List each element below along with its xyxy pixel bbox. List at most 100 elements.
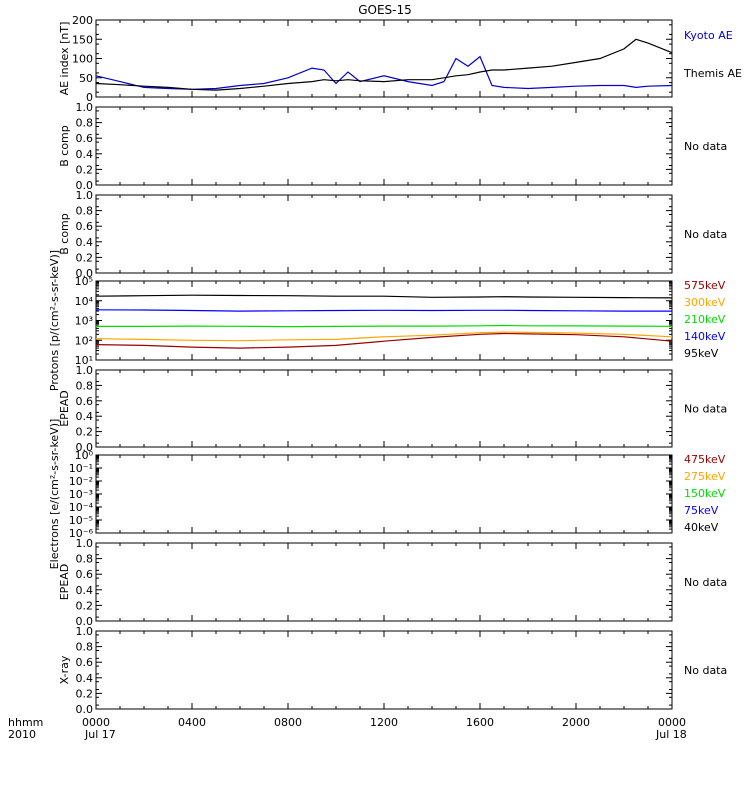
legend-entry: 575keV	[684, 279, 726, 292]
series-line	[96, 324, 673, 328]
y-tick-label: 0.6	[76, 568, 94, 581]
x-tick-label: 2000	[562, 716, 590, 729]
y-tick-label: 100	[72, 53, 93, 66]
y-tick-label: 0.2	[76, 426, 94, 439]
y-tick-label: 150	[72, 33, 93, 46]
x-corner-hhmm: hhmm	[8, 716, 43, 729]
series-line	[95, 55, 673, 90]
y-tick-label: 0.6	[76, 656, 94, 669]
y-tick-label: 10²	[75, 334, 93, 347]
y-tick-label: 0.4	[76, 672, 94, 685]
y-tick-label: 0.0	[76, 441, 94, 454]
y-tick-label: 0.8	[76, 205, 94, 218]
y-axis-label: EPEAD	[58, 564, 71, 601]
series-line	[95, 309, 672, 312]
no-data-label: No data	[684, 403, 727, 416]
x-tick-label: 1600	[466, 716, 494, 729]
legend-entry: Kyoto AE	[684, 29, 733, 42]
y-tick-label: 0.2	[76, 687, 94, 700]
y-tick-label: 0.4	[76, 410, 94, 423]
legend-entry: 95keV	[684, 347, 719, 360]
legend-entry: 275keV	[684, 470, 726, 483]
panel-bcomp2: 0.0 0.2 0.4 0.6 0.8 1.0 B comp No data	[58, 189, 727, 280]
y-tick-label: 0.2	[76, 251, 94, 264]
y-tick-label: 0.4	[76, 148, 94, 161]
y-tick-label: 0.8	[76, 641, 94, 654]
legend-entry: 475keV	[684, 453, 726, 466]
y-axis-label: Protons [p/(cm²-s-sr-keV)]	[48, 250, 61, 391]
y-axis-label: AE index [nT]	[58, 22, 71, 96]
y-axis-label: B comp	[58, 213, 71, 255]
x-tick-label: 0400	[178, 716, 206, 729]
panel-epead2: 0.0 0.2 0.4 0.6 0.8 1.0 EPEAD No data	[58, 537, 727, 628]
y-tick-label: 0.0	[76, 615, 94, 628]
y-tick-label: 10⁻²	[69, 475, 93, 488]
panel-frame	[95, 194, 673, 274]
legend-entry: 300keV	[684, 296, 726, 309]
panel-bcomp1: 0.0 0.2 0.4 0.6 0.8 1.0 B comp No data	[58, 101, 727, 192]
panel-xray: 0.0 0.2 0.4 0.6 0.8 1.0 X-ray No data	[58, 625, 727, 716]
y-tick-label: 0.2	[76, 163, 94, 176]
y-tick-label: 1.0	[76, 537, 94, 550]
y-tick-label: 0.4	[76, 236, 94, 249]
y-tick-label: 0.0	[76, 179, 94, 192]
y-axis-label: Electrons [e/(cm²-s-sr-keV)]	[48, 419, 61, 570]
y-tick-label: 0	[86, 91, 93, 104]
y-tick-label: 0.8	[76, 117, 94, 130]
y-tick-label: 200	[72, 14, 93, 27]
y-tick-label: 0.8	[76, 553, 94, 566]
y-tick-label: 0.8	[76, 379, 94, 392]
x-tick-label: 0800	[274, 716, 302, 729]
no-data-label: No data	[684, 140, 727, 153]
x-corner-year: 2010	[8, 728, 36, 741]
x-tick-label: 1200	[370, 716, 398, 729]
y-axis-label: B comp	[58, 125, 71, 167]
legend-entry: 210keV	[684, 313, 726, 326]
panel-frame	[95, 542, 673, 622]
y-tick-label: 1.0	[76, 101, 94, 114]
no-data-label: No data	[684, 576, 727, 589]
y-tick-label: 10⁻⁵	[69, 514, 93, 527]
y-axis-label: EPEAD	[58, 390, 71, 427]
panel-frame	[95, 106, 673, 186]
y-tick-label: 0.0	[76, 267, 94, 280]
x-tick-label: 0000	[82, 716, 110, 729]
y-tick-label: 1.0	[76, 364, 94, 377]
series-line	[95, 38, 673, 91]
x-date-start: Jul 17	[84, 728, 116, 741]
legend-entry: 40keV	[684, 521, 719, 534]
series-line	[95, 332, 673, 349]
y-tick-label: 0.0	[76, 703, 94, 716]
panel-epead1: 0.0 0.2 0.4 0.6 0.8 1.0 EPEAD No data	[58, 364, 727, 454]
legend-entry: 75keV	[684, 504, 719, 517]
panel-frame	[95, 454, 673, 534]
figure-title: GOES-15	[358, 3, 412, 17]
y-tick-label: 0.6	[76, 132, 94, 145]
y-tick-label: 1.0	[76, 189, 94, 202]
y-tick-label: 10¹	[75, 354, 93, 367]
legend-entry: 150keV	[684, 487, 726, 500]
y-tick-label: 10⁰	[75, 449, 94, 462]
x-tick-label: 0000	[658, 716, 686, 729]
y-tick-label: 0.2	[76, 599, 94, 612]
y-tick-label: 10⁴	[75, 295, 94, 308]
series-line	[95, 294, 673, 299]
y-tick-label: 1.0	[76, 625, 94, 638]
y-tick-label: 0.6	[76, 220, 94, 233]
y-tick-label: 50	[79, 72, 93, 85]
panel-frame	[95, 369, 673, 448]
panel-frame	[95, 630, 673, 710]
y-tick-label: 10⁵	[75, 275, 93, 288]
y-tick-label: 10³	[75, 315, 93, 328]
series-line	[95, 331, 673, 342]
legend-entry: 140keV	[684, 330, 726, 343]
no-data-label: No data	[684, 664, 727, 677]
y-tick-label: 10⁻³	[69, 488, 93, 501]
y-tick-label: 10⁻⁴	[69, 501, 94, 514]
y-tick-label: 10⁻¹	[69, 462, 93, 475]
panel-frame	[95, 280, 673, 361]
